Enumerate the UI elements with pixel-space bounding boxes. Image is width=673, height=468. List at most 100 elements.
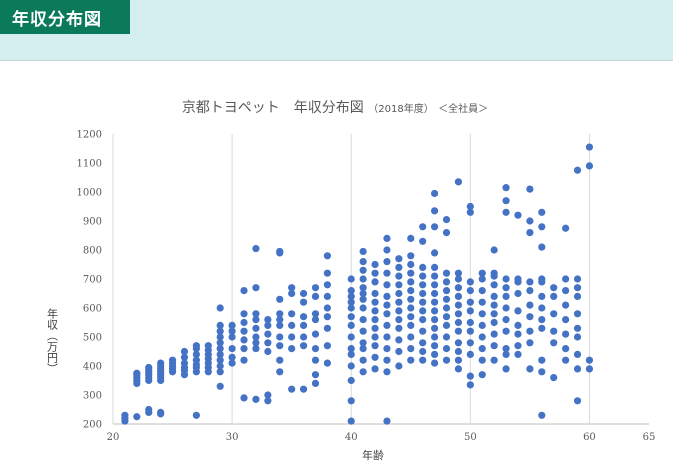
scatter-point bbox=[419, 356, 427, 364]
scatter-point bbox=[323, 313, 331, 321]
scatter-point bbox=[490, 342, 498, 350]
scatter-point bbox=[347, 376, 355, 385]
scatter-point bbox=[526, 229, 534, 237]
chart-card: 20 30 40 50 60 65 200 300 400 500 600 700 800 900 1000… bbox=[0, 60, 673, 468]
scatter-point bbox=[347, 298, 355, 306]
scatter-point bbox=[454, 310, 463, 318]
scatter-point bbox=[311, 330, 320, 338]
scatter-point bbox=[145, 405, 153, 414]
scatter-point bbox=[347, 292, 355, 300]
scatter-point bbox=[180, 353, 189, 361]
y-tick-label: 300 bbox=[83, 391, 102, 402]
scatter-point bbox=[252, 333, 260, 341]
scatter-point bbox=[216, 327, 224, 335]
scatter-point bbox=[276, 368, 284, 376]
scatter-point bbox=[323, 252, 331, 260]
scatter-point bbox=[347, 362, 355, 370]
scatter-point bbox=[240, 318, 248, 327]
scatter-point bbox=[502, 284, 510, 292]
scatter-point bbox=[347, 397, 355, 405]
scatter-point bbox=[407, 260, 415, 269]
scatter-point bbox=[538, 243, 546, 251]
scatter-point bbox=[502, 304, 510, 312]
scatter-point bbox=[419, 237, 427, 245]
scatter-point bbox=[395, 255, 403, 263]
scatter-point bbox=[240, 345, 248, 353]
y-tick-label: 400 bbox=[83, 362, 102, 373]
scatter-point bbox=[264, 339, 272, 347]
scatter-point bbox=[550, 310, 558, 318]
scatter-point bbox=[395, 336, 403, 344]
scatter-point bbox=[276, 247, 284, 256]
scatter-point bbox=[395, 316, 403, 324]
scatter-point bbox=[442, 278, 451, 286]
scatter-point bbox=[407, 313, 415, 321]
scatter-point bbox=[490, 310, 498, 318]
scatter-point bbox=[431, 249, 439, 257]
scatter-point bbox=[383, 234, 391, 242]
scatter-point bbox=[442, 345, 451, 353]
scatter-point bbox=[347, 333, 355, 341]
scatter-point bbox=[466, 381, 474, 389]
scatter-point bbox=[502, 197, 510, 205]
scatter-point bbox=[514, 350, 522, 358]
scatter-point bbox=[180, 359, 189, 367]
scatter-point bbox=[359, 368, 367, 376]
scatter-point bbox=[240, 336, 248, 344]
scatter-point bbox=[395, 307, 403, 315]
scatter-point bbox=[502, 208, 510, 216]
scatter-point bbox=[311, 284, 320, 292]
scatter-point bbox=[192, 411, 200, 419]
scatter-point bbox=[299, 385, 308, 393]
scatter-point bbox=[383, 345, 391, 353]
scatter-point bbox=[526, 339, 534, 347]
scatter-point bbox=[431, 289, 439, 298]
scatter-point bbox=[383, 246, 391, 254]
scatter-point bbox=[383, 310, 391, 318]
scatter-point bbox=[466, 278, 474, 286]
scatter-point bbox=[383, 321, 391, 329]
scatter-chart: 20 30 40 50 60 65 200 300 400 500 600 700 800 900 1000… bbox=[46, 100, 656, 462]
x-tick-label: 65 bbox=[643, 432, 656, 443]
scatter-point bbox=[514, 321, 522, 329]
scatter-point bbox=[311, 345, 320, 353]
scatter-point bbox=[526, 217, 534, 225]
scatter-point bbox=[573, 365, 582, 373]
scatter-point bbox=[228, 333, 236, 341]
scatter-point bbox=[454, 365, 463, 373]
scatter-point bbox=[276, 295, 284, 303]
scatter-point bbox=[371, 298, 379, 306]
scatter-point bbox=[407, 333, 415, 341]
scatter-point bbox=[419, 298, 427, 306]
scatter-point bbox=[299, 321, 308, 329]
scatter-point bbox=[347, 313, 355, 321]
scatter-point bbox=[216, 321, 224, 329]
scatter-point bbox=[478, 371, 486, 379]
scatter-point bbox=[371, 289, 379, 298]
scatter-point bbox=[454, 327, 463, 335]
scatter-point bbox=[359, 327, 367, 335]
scatter-point bbox=[252, 339, 260, 347]
scatter-point bbox=[431, 307, 439, 315]
scatter-point bbox=[371, 269, 379, 277]
scatter-point bbox=[573, 275, 582, 283]
scatter-point bbox=[454, 178, 463, 186]
scatter-point bbox=[526, 287, 534, 295]
scatter-point bbox=[478, 310, 486, 318]
scatter-point bbox=[204, 342, 212, 350]
scatter-point bbox=[371, 324, 379, 332]
scatter-point bbox=[550, 374, 558, 382]
scatter-point bbox=[585, 356, 594, 364]
scatter-point bbox=[466, 318, 474, 327]
scatter-point bbox=[538, 292, 546, 300]
scatter-point bbox=[383, 269, 391, 277]
scatter-point bbox=[240, 310, 248, 318]
scatter-point bbox=[395, 347, 403, 356]
scatter-point bbox=[502, 292, 510, 300]
scatter-point bbox=[276, 342, 284, 350]
scatter-point bbox=[502, 327, 510, 335]
scatter-point bbox=[383, 281, 391, 289]
scatter-point bbox=[323, 292, 331, 300]
scatter-point bbox=[299, 333, 308, 341]
scatter-point bbox=[252, 316, 260, 324]
